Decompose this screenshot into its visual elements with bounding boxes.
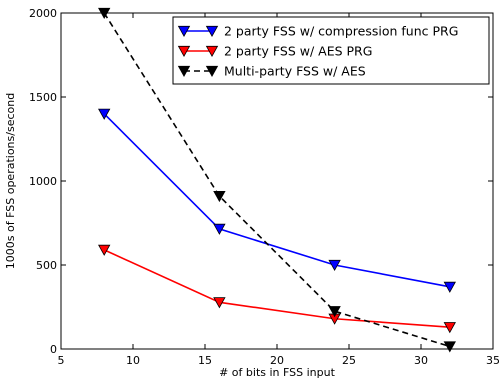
legend-marker-3	[177, 65, 191, 78]
y-tick-label: 0	[50, 343, 57, 356]
series-2-point	[98, 244, 111, 256]
legend-marker-2	[205, 45, 219, 58]
x-tick-label: 30	[414, 354, 428, 367]
series-1-point	[213, 223, 226, 235]
x-axis-ticks: 5 10 15 20 25 30 35	[58, 13, 500, 367]
legend-marker-1	[177, 25, 191, 38]
y-axis-label: 1000s of FSS operations/second	[4, 93, 17, 269]
x-tick-label: 20	[270, 354, 284, 367]
series-3-point	[443, 341, 456, 353]
y-axis-ticks: 0 500 1000 1500 2000	[29, 7, 493, 356]
series-2-point	[443, 322, 456, 334]
series-layer	[98, 7, 456, 353]
series-3-point	[328, 306, 341, 318]
series-3-point	[213, 191, 226, 203]
y-tick-label: 500	[36, 259, 57, 272]
series-line-1	[103, 113, 450, 288]
x-tick-label: 15	[198, 354, 212, 367]
legend-box	[172, 16, 490, 85]
y-tick-label: 1500	[29, 91, 57, 104]
y-tick-label: 1000	[29, 175, 57, 188]
plot-area: 5 10 15 20 25 30 35 0 500 1000 1500 2000	[29, 7, 500, 367]
series-1-point	[98, 108, 111, 120]
legend-label-2: 2 party FSS w/ AES PRG	[224, 44, 372, 59]
x-axis-label: # of bits in FSS input	[219, 366, 335, 379]
legend-marker-3	[205, 65, 219, 78]
x-tick-label: 10	[126, 354, 140, 367]
legend-marker-2	[177, 45, 191, 58]
x-tick-label: 5	[58, 354, 65, 367]
x-tick-label: 25	[342, 354, 356, 367]
series-line-2	[103, 249, 450, 328]
series-1-point	[328, 259, 341, 272]
x-tick-label: 35	[486, 354, 500, 367]
legend: 2 party FSS w/ compression func PRG 2 par…	[172, 16, 490, 85]
series-2-point	[213, 297, 226, 309]
series-1-point	[443, 281, 456, 293]
series-3-point	[98, 7, 111, 20]
legend-label-3: Multi-party FSS w/ AES	[224, 64, 366, 79]
legend-marker-1	[205, 25, 219, 38]
legend-label-1: 2 party FSS w/ compression func PRG	[224, 24, 458, 39]
y-tick-label: 2000	[29, 7, 57, 20]
